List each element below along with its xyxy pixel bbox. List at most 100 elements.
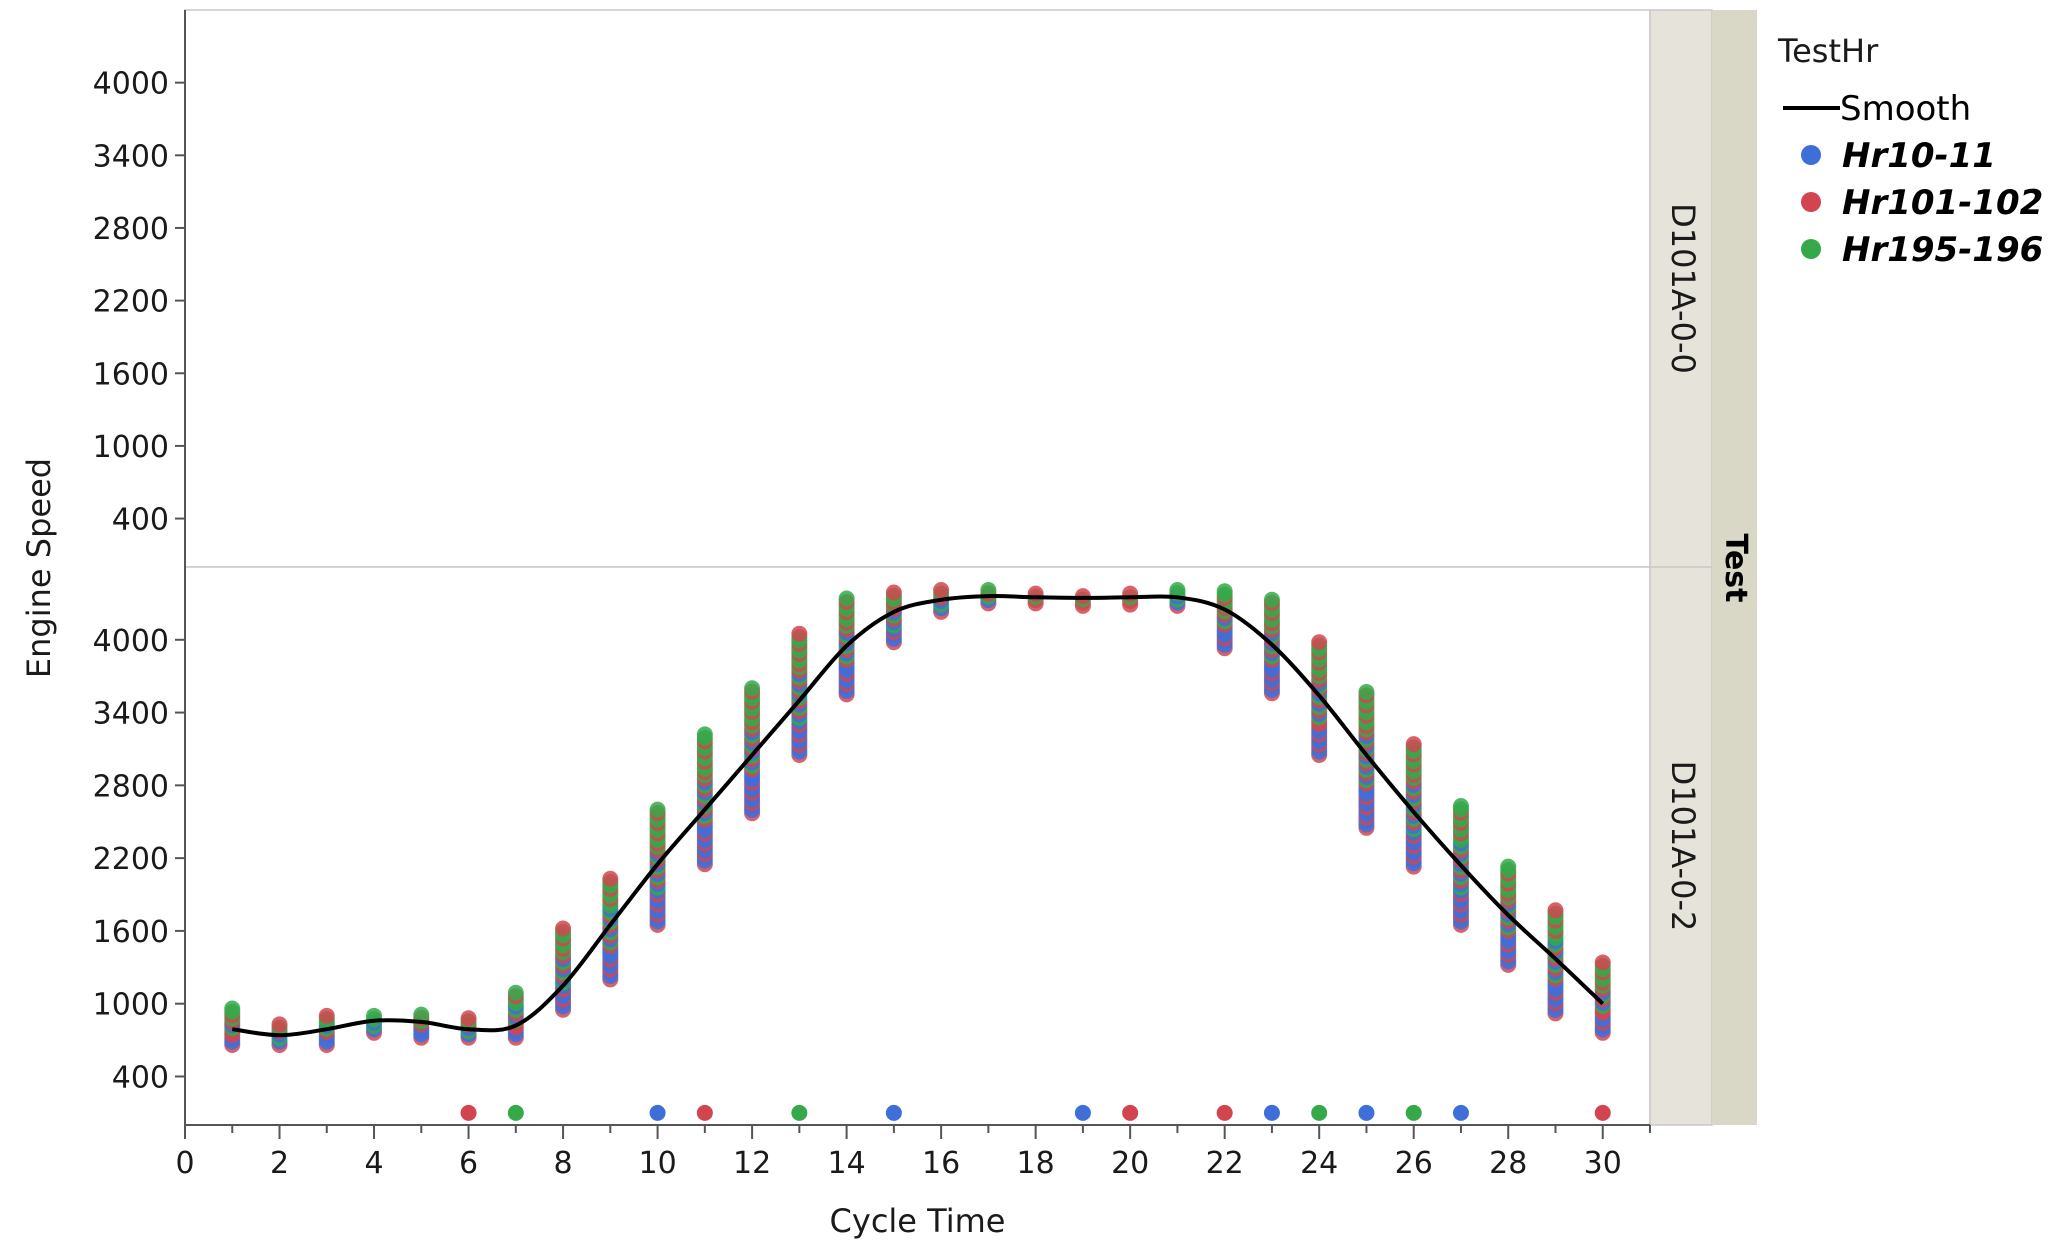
data-point (460, 1010, 477, 1027)
point-cluster (507, 984, 524, 1046)
point-cluster (1074, 588, 1091, 614)
y-tick-label: 4000 (93, 624, 169, 659)
x-tick-label: 18 (1017, 1146, 1055, 1181)
point-cluster (366, 1007, 383, 1041)
data-point (696, 1104, 713, 1121)
point-cluster (271, 1016, 288, 1053)
facet-label: D101A-0-2 (1664, 761, 1702, 932)
point-cluster (460, 1010, 477, 1046)
y-tick-label: 1600 (93, 357, 169, 392)
point-cluster (791, 625, 808, 764)
point-cluster (933, 582, 950, 620)
y-tick-label: 2200 (93, 842, 169, 877)
data-point (885, 1104, 902, 1121)
x-tick-label: 6 (459, 1146, 478, 1181)
data-point (1216, 583, 1233, 600)
legend-smooth-label: Smooth (1840, 89, 1971, 129)
plot-panels (184, 9, 1651, 1126)
point-cluster (224, 1000, 241, 1053)
y-tick-label: 2800 (93, 769, 169, 804)
point-cluster (1594, 954, 1611, 1041)
x-tick-label: 4 (364, 1146, 383, 1181)
y-tick-label: 1600 (93, 915, 169, 950)
facet-strips: D101A-0-0 D101A-0-2 Test (1649, 9, 1757, 1126)
data-point (1311, 1104, 1328, 1121)
y-tick-label: 400 (112, 503, 169, 538)
y-tick-label: 1000 (93, 430, 169, 465)
data-point (1122, 1104, 1139, 1121)
data-point (696, 726, 713, 743)
y-tick-label: 2200 (93, 285, 169, 320)
data-point (1074, 1104, 1091, 1121)
data-point (460, 1104, 477, 1121)
data-point (1452, 1104, 1469, 1121)
point-cluster (885, 584, 902, 651)
data-point (1263, 591, 1280, 608)
data-point (744, 680, 761, 697)
y-tick-label: 3400 (93, 139, 169, 174)
data-point (602, 870, 619, 887)
outer-facet-strip (1712, 10, 1757, 1125)
point-cluster (413, 1006, 430, 1046)
data-point (507, 1104, 524, 1121)
data-point (1358, 1104, 1375, 1121)
x-tick-label: 0 (175, 1146, 194, 1181)
y-axis-title: Engine Speed (20, 458, 58, 678)
data-point (933, 582, 950, 599)
legend: TestHr Smooth Hr10-11 Hr101-102 Hr195-196 (1777, 32, 2043, 270)
data-point (1594, 954, 1611, 971)
point-cluster (649, 801, 666, 933)
data-point (1594, 1104, 1611, 1121)
plot-panel-2 (184, 566, 1651, 1126)
x-tick-label: 14 (828, 1146, 866, 1181)
point-cluster (1216, 583, 1233, 657)
data-point (271, 1016, 288, 1033)
data-point (1405, 1104, 1422, 1121)
point-cluster (1547, 902, 1564, 1022)
point-cluster (838, 590, 855, 703)
smooth-line (232, 594, 1605, 1038)
x-tick-label: 12 (733, 1146, 771, 1181)
data-point (649, 1104, 666, 1121)
x-tick-label: 16 (922, 1146, 960, 1181)
point-cluster (696, 726, 713, 873)
y-tick-label: 2800 (93, 212, 169, 247)
data-point (224, 1000, 241, 1017)
facet-strip-2 (1649, 566, 1713, 1126)
point-cluster (1263, 591, 1280, 702)
data-point (791, 625, 808, 642)
facet-label: D101A-0-0 (1664, 203, 1702, 374)
legend-item-label: Hr10-11 (1842, 136, 1996, 176)
x-tick-label: 20 (1111, 1146, 1149, 1181)
y-tick-label: 4000 (93, 67, 169, 102)
y-tick-label: 1000 (93, 988, 169, 1023)
x-tick-label: 2 (270, 1146, 289, 1181)
point-cluster (1169, 582, 1186, 614)
legend-swatch (1801, 239, 1821, 259)
data-point (649, 801, 666, 818)
data-point (413, 1006, 430, 1023)
data-point (791, 1104, 808, 1121)
point-cluster (744, 680, 761, 822)
facet-strip-1 (1649, 9, 1713, 568)
legend-swatch (1801, 192, 1821, 212)
x-tick-label: 24 (1300, 1146, 1338, 1181)
data-point (1169, 582, 1186, 599)
x-tick-label: 30 (1584, 1146, 1622, 1181)
plot-panel-1 (184, 9, 1651, 568)
x-tick-label: 22 (1206, 1146, 1244, 1181)
point-cluster (1358, 683, 1375, 836)
point-cluster (555, 920, 572, 1018)
x-tick-label: 8 (554, 1146, 573, 1181)
data-point (838, 590, 855, 607)
data-point (1405, 736, 1422, 753)
axes: 4001000160022002800340040004001000160022… (20, 10, 1651, 1240)
y-tick-label: 400 (112, 1060, 169, 1095)
data-point (1452, 797, 1469, 814)
legend-swatch (1801, 145, 1821, 165)
data-point (1263, 1104, 1280, 1121)
legend-item-label: Hr195-196 (1842, 230, 2043, 270)
legend-title: TestHr (1777, 32, 1879, 70)
data-marks (224, 582, 1611, 1121)
